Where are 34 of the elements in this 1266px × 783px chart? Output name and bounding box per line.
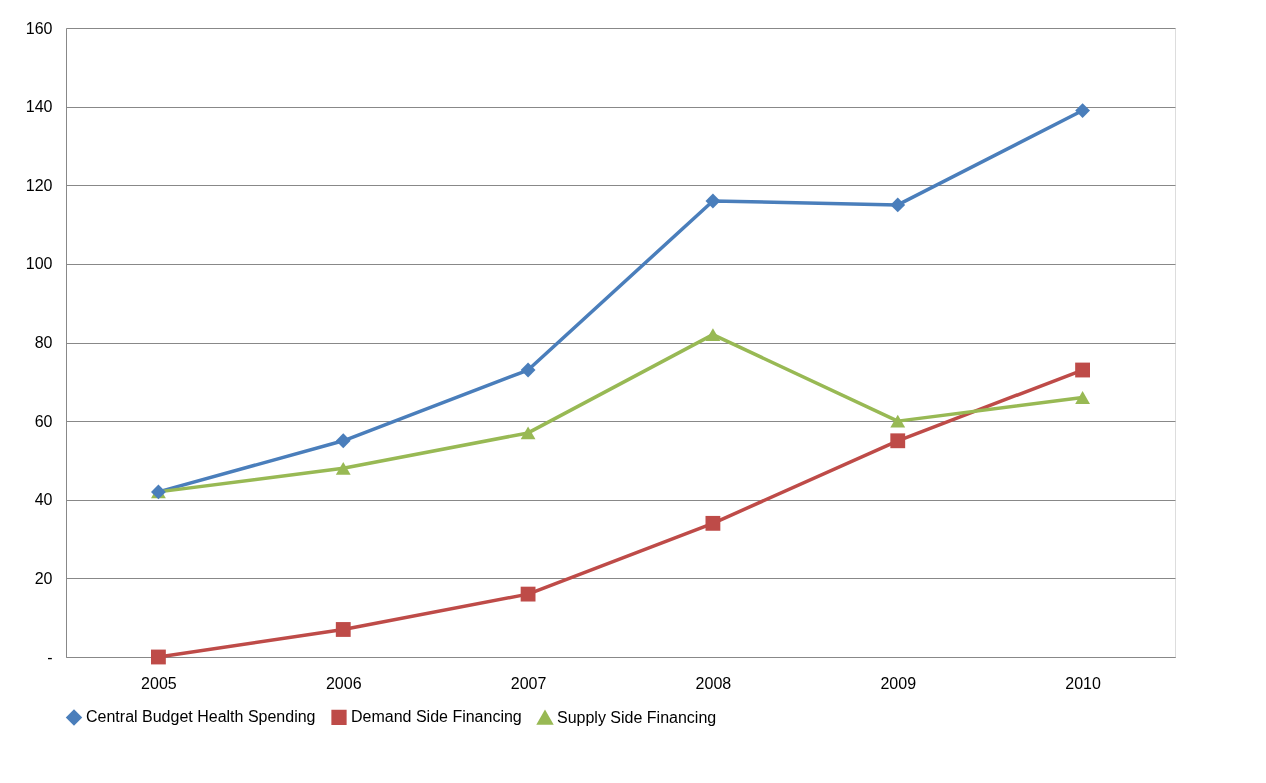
- x-tick-label: 2006: [325, 674, 362, 692]
- point: [890, 197, 906, 213]
- point: [1075, 103, 1090, 118]
- y-tick-label: 140: [25, 98, 53, 116]
- x-tick-label: 2008: [695, 674, 732, 692]
- y-tick-label: 80: [34, 334, 53, 351]
- point: [151, 649, 166, 665]
- point: [335, 433, 351, 449]
- y-tick-label: 60: [34, 412, 53, 430]
- point: [705, 328, 721, 342]
- legend-label: Supply Side Financing: [557, 708, 717, 726]
- legend-label: Demand Side Financing: [351, 708, 522, 726]
- point: [520, 362, 536, 378]
- point: [890, 414, 906, 428]
- x-tick-label: 2009: [880, 674, 917, 692]
- y-tick-label: 40: [34, 491, 53, 509]
- point: [520, 586, 536, 602]
- point: [335, 622, 351, 637]
- point: [520, 426, 536, 440]
- legend-label: Central Budget Health Spending: [86, 708, 316, 726]
- point: [705, 193, 721, 209]
- y-tick-label: 20: [34, 569, 53, 587]
- y-tick-label: 160: [25, 19, 53, 37]
- y-tick-label: -: [47, 648, 53, 666]
- x-tick-label: 2007: [510, 674, 547, 692]
- x-tick-label: 2005: [141, 674, 177, 692]
- point: [335, 461, 351, 475]
- x-tick-label: 2010: [1065, 674, 1101, 692]
- y-tick-label: 120: [25, 176, 53, 194]
- point: [1075, 391, 1090, 404]
- point: [705, 515, 721, 531]
- point: [890, 433, 906, 449]
- point: [1075, 362, 1090, 378]
- y-tick-label: 100: [25, 255, 53, 273]
